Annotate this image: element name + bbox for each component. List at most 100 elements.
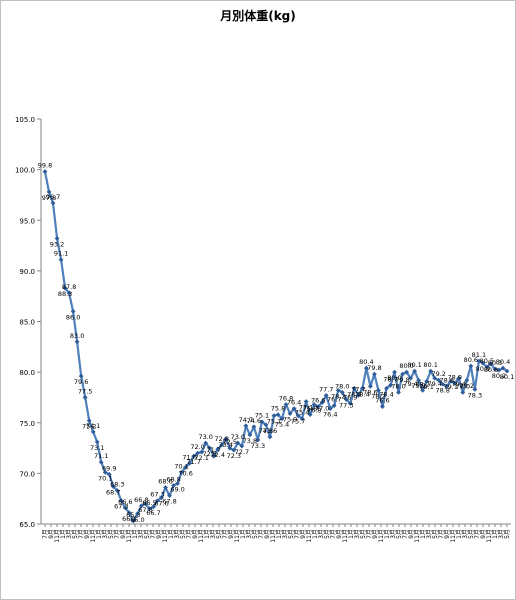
data-label: 97.8 bbox=[42, 194, 56, 202]
data-label: 67.6 bbox=[154, 500, 168, 508]
y-tick-label: 100.0 bbox=[15, 167, 35, 175]
data-label: 78.0 bbox=[335, 382, 349, 390]
data-point bbox=[66, 290, 72, 296]
x-tick-label: 11月 bbox=[306, 529, 313, 543]
data-point bbox=[408, 375, 413, 381]
data-point bbox=[480, 360, 486, 366]
x-tick-label: 3月 bbox=[354, 529, 361, 539]
data-point bbox=[78, 373, 84, 379]
data-label: 73.4 bbox=[219, 441, 233, 449]
x-tick-label: 11月 bbox=[342, 529, 349, 543]
data-label: 66.1 bbox=[122, 515, 136, 523]
data-label: 71.7 bbox=[186, 458, 200, 466]
data-label: 75.8 bbox=[271, 405, 285, 413]
x-tick-label: 5月 bbox=[216, 529, 223, 539]
data-label: 76.4 bbox=[323, 411, 337, 419]
x-tick-label: 3月 bbox=[138, 529, 145, 539]
data-label: 80.2 bbox=[492, 372, 506, 380]
data-point bbox=[243, 423, 249, 429]
x-tick-label: 1月 bbox=[276, 529, 283, 539]
data-label: 77.1 bbox=[299, 403, 313, 411]
data-point bbox=[110, 484, 116, 489]
data-point bbox=[130, 518, 136, 524]
data-point bbox=[82, 395, 88, 400]
data-point bbox=[215, 446, 221, 452]
data-label: 68.7 bbox=[106, 489, 120, 497]
data-label: 75.7 bbox=[291, 418, 305, 426]
data-point bbox=[416, 377, 422, 383]
data-point bbox=[102, 469, 108, 475]
data-point bbox=[143, 501, 148, 507]
data-point bbox=[351, 385, 357, 391]
data-point bbox=[307, 412, 313, 418]
data-point bbox=[424, 378, 430, 384]
data-point bbox=[468, 363, 474, 369]
data-point bbox=[106, 471, 112, 477]
data-label: 76.8 bbox=[307, 407, 321, 415]
data-label: 80.1 bbox=[407, 361, 421, 369]
x-tick-label: 9月 bbox=[408, 529, 415, 539]
data-point bbox=[50, 200, 56, 206]
data-label: 78.3 bbox=[468, 391, 482, 399]
data-label: 78.0 bbox=[456, 382, 470, 390]
x-tick-label: 3月 bbox=[498, 529, 505, 539]
data-label: 75.4 bbox=[275, 421, 289, 429]
x-tick-label: 3月 bbox=[318, 529, 325, 539]
y-tick-label: 80.0 bbox=[19, 369, 35, 377]
data-label: 78.2 bbox=[371, 392, 385, 400]
x-tick-label: 5月 bbox=[432, 529, 439, 539]
x-tick-label: 9月 bbox=[120, 529, 127, 539]
x-tick-label: 7月 bbox=[366, 529, 373, 539]
x-tick-label: 9月 bbox=[48, 529, 55, 539]
x-tick-label: 1月 bbox=[420, 529, 427, 539]
data-point bbox=[456, 375, 462, 381]
data-label: 67.8 bbox=[162, 498, 176, 506]
x-tick-label: 9月 bbox=[300, 529, 307, 539]
data-label: 87.8 bbox=[62, 283, 76, 291]
data-label: 80.3 bbox=[488, 359, 502, 367]
data-point bbox=[195, 450, 201, 456]
x-tick-label: 5月 bbox=[504, 529, 511, 539]
data-point bbox=[251, 424, 257, 430]
data-point bbox=[436, 377, 442, 383]
data-point bbox=[90, 429, 96, 435]
y-tick-label: 85.0 bbox=[19, 319, 35, 327]
data-label: 67.0 bbox=[138, 506, 152, 514]
data-label: 78.6 bbox=[439, 376, 453, 384]
x-tick-label: 7月 bbox=[294, 529, 301, 539]
data-label: 79.2 bbox=[460, 382, 474, 390]
data-point bbox=[54, 236, 60, 241]
data-point bbox=[315, 404, 321, 409]
data-label: 77.3 bbox=[339, 401, 353, 409]
data-label: 78.2 bbox=[415, 380, 429, 388]
data-label: 76.6 bbox=[375, 397, 389, 405]
data-point bbox=[187, 460, 193, 466]
x-tick-label: 7月 bbox=[150, 529, 157, 539]
data-point bbox=[347, 401, 353, 406]
x-tick-label: 9月 bbox=[264, 529, 271, 539]
data-label: 80.8 bbox=[484, 366, 498, 374]
data-point bbox=[400, 371, 405, 377]
x-tick-label: 1月 bbox=[456, 529, 463, 539]
data-point bbox=[359, 385, 365, 391]
data-point bbox=[126, 510, 132, 516]
data-point bbox=[368, 383, 373, 389]
data-point bbox=[259, 419, 265, 425]
y-tick-label: 75.0 bbox=[19, 420, 35, 428]
x-tick-label: 9月 bbox=[444, 529, 451, 539]
data-label: 75.2 bbox=[82, 423, 96, 431]
data-point bbox=[183, 464, 189, 470]
data-point bbox=[199, 449, 205, 455]
data-label: 65.3 bbox=[126, 511, 140, 519]
data-point bbox=[291, 406, 297, 411]
data-point bbox=[319, 400, 325, 405]
data-label: 79.4 bbox=[403, 380, 417, 388]
data-label: 75.1 bbox=[255, 412, 269, 420]
x-tick-label: 5月 bbox=[180, 529, 187, 539]
x-tick-label: 11月 bbox=[270, 529, 277, 543]
x-tick-label: 3月 bbox=[246, 529, 253, 539]
x-tick-label: 7月 bbox=[186, 529, 193, 539]
data-point bbox=[42, 169, 48, 175]
